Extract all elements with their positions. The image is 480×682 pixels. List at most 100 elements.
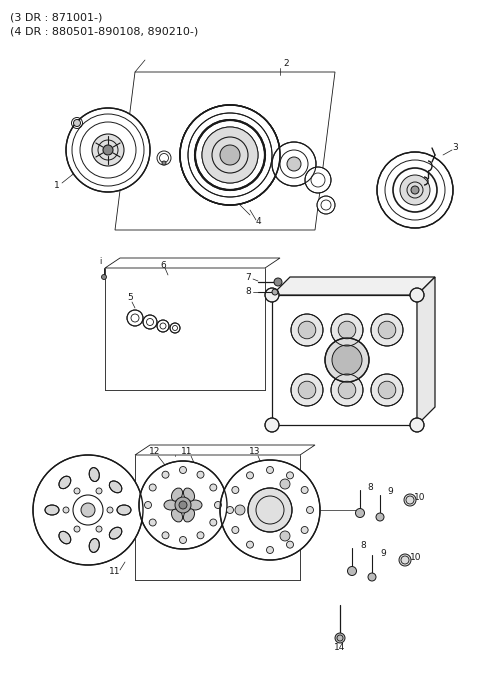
Text: 10: 10 xyxy=(410,554,422,563)
Circle shape xyxy=(335,633,345,643)
Circle shape xyxy=(149,519,156,526)
Circle shape xyxy=(210,484,217,491)
Circle shape xyxy=(127,310,143,326)
Circle shape xyxy=(348,567,357,576)
Circle shape xyxy=(162,161,166,165)
Text: 8: 8 xyxy=(360,542,366,550)
Text: (3 DR : 871001-): (3 DR : 871001-) xyxy=(10,12,102,22)
Polygon shape xyxy=(272,295,417,425)
Circle shape xyxy=(265,288,279,302)
Ellipse shape xyxy=(59,531,71,544)
Ellipse shape xyxy=(59,476,71,489)
Circle shape xyxy=(202,127,258,183)
Circle shape xyxy=(291,314,323,346)
Text: 8: 8 xyxy=(367,482,373,492)
Circle shape xyxy=(144,501,152,509)
Circle shape xyxy=(162,532,169,539)
Circle shape xyxy=(143,315,157,329)
Circle shape xyxy=(96,488,102,494)
Text: 5: 5 xyxy=(127,293,133,303)
Text: 13: 13 xyxy=(249,447,261,456)
Circle shape xyxy=(331,374,363,406)
Circle shape xyxy=(215,501,221,509)
Text: 9: 9 xyxy=(387,488,393,496)
Circle shape xyxy=(66,108,150,192)
Circle shape xyxy=(280,531,290,541)
Circle shape xyxy=(247,472,253,479)
Text: 6: 6 xyxy=(160,261,166,269)
Ellipse shape xyxy=(109,527,122,539)
Circle shape xyxy=(378,381,396,399)
Circle shape xyxy=(175,497,191,513)
Circle shape xyxy=(92,134,124,166)
Circle shape xyxy=(197,532,204,539)
Circle shape xyxy=(371,374,403,406)
Circle shape xyxy=(157,151,171,165)
Text: (4 DR : 880501-890108, 890210-): (4 DR : 880501-890108, 890210-) xyxy=(10,26,198,36)
Ellipse shape xyxy=(183,488,194,501)
Circle shape xyxy=(139,461,227,549)
Circle shape xyxy=(274,278,282,286)
Circle shape xyxy=(371,314,403,346)
Circle shape xyxy=(291,374,323,406)
Text: 2: 2 xyxy=(283,59,288,68)
Ellipse shape xyxy=(188,500,202,510)
Text: 11: 11 xyxy=(181,447,193,456)
Circle shape xyxy=(378,321,396,339)
Circle shape xyxy=(180,466,187,473)
Circle shape xyxy=(220,145,240,165)
Circle shape xyxy=(180,537,187,544)
Ellipse shape xyxy=(109,481,122,493)
Circle shape xyxy=(157,320,169,332)
Circle shape xyxy=(368,573,376,581)
Text: 9: 9 xyxy=(380,548,386,557)
Circle shape xyxy=(81,503,95,517)
Circle shape xyxy=(266,546,274,554)
Circle shape xyxy=(400,175,430,205)
Circle shape xyxy=(218,143,242,167)
Circle shape xyxy=(74,526,80,532)
Text: 14: 14 xyxy=(334,644,346,653)
Circle shape xyxy=(287,472,293,479)
Circle shape xyxy=(232,527,239,533)
Text: 1: 1 xyxy=(54,181,60,190)
Circle shape xyxy=(210,519,217,526)
Circle shape xyxy=(410,288,424,302)
Circle shape xyxy=(220,460,320,560)
Circle shape xyxy=(96,526,102,532)
Circle shape xyxy=(332,345,362,375)
Circle shape xyxy=(298,321,316,339)
Circle shape xyxy=(301,486,308,494)
Text: 10: 10 xyxy=(414,494,426,503)
Circle shape xyxy=(248,488,292,532)
Circle shape xyxy=(74,488,80,494)
Circle shape xyxy=(325,338,369,382)
Circle shape xyxy=(404,494,416,506)
Text: 12: 12 xyxy=(149,447,161,456)
Ellipse shape xyxy=(45,505,59,515)
Circle shape xyxy=(170,323,180,333)
Polygon shape xyxy=(417,277,435,425)
Circle shape xyxy=(356,509,364,518)
Circle shape xyxy=(202,127,258,183)
Circle shape xyxy=(411,186,419,194)
Polygon shape xyxy=(272,277,435,295)
Circle shape xyxy=(266,466,274,473)
Circle shape xyxy=(107,507,113,513)
Circle shape xyxy=(331,314,363,346)
Ellipse shape xyxy=(183,509,194,522)
Ellipse shape xyxy=(117,505,131,515)
Circle shape xyxy=(235,505,245,515)
Circle shape xyxy=(410,418,424,432)
Circle shape xyxy=(180,105,280,205)
Ellipse shape xyxy=(171,509,182,522)
Circle shape xyxy=(179,501,187,509)
Circle shape xyxy=(149,484,156,491)
Text: 3: 3 xyxy=(452,143,458,153)
Ellipse shape xyxy=(164,500,178,510)
Text: 8: 8 xyxy=(245,286,251,295)
Circle shape xyxy=(162,471,169,478)
Ellipse shape xyxy=(89,468,99,481)
Circle shape xyxy=(317,196,335,214)
Circle shape xyxy=(272,289,278,295)
